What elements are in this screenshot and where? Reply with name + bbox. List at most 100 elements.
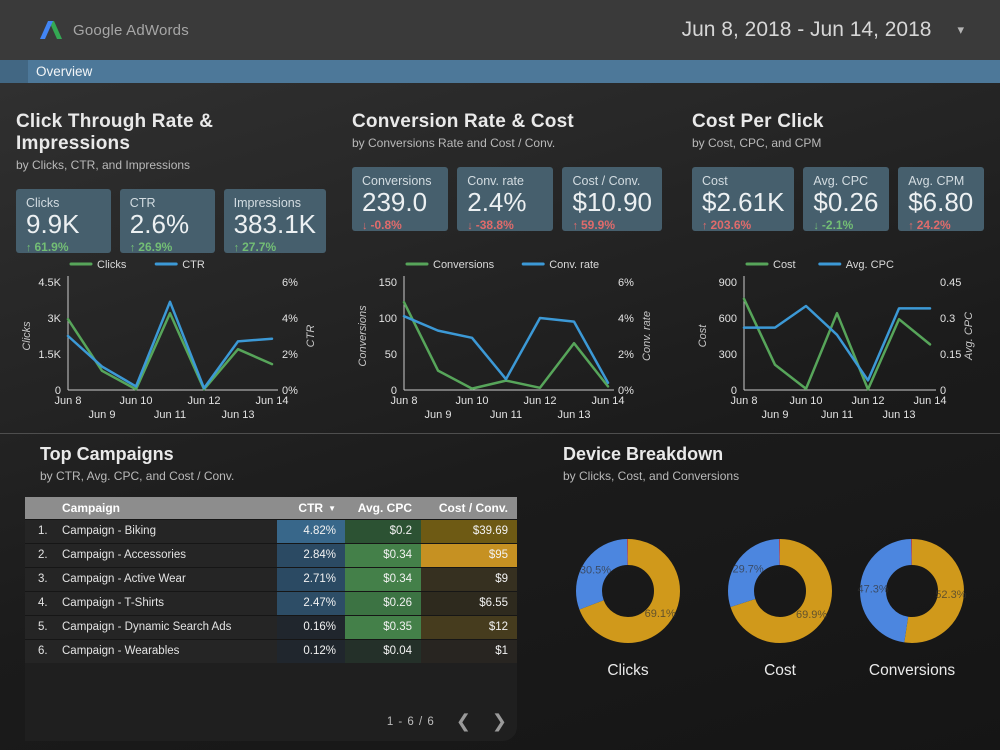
ctr-cell: 0.16%	[277, 616, 345, 639]
donut-svg: 52.3% 47.3%	[857, 539, 967, 643]
scorecard-value: 239.0	[362, 187, 428, 217]
svg-text:Jun 14: Jun 14	[591, 395, 624, 407]
cpc-cell: $0.2	[345, 520, 421, 543]
scorecard-label: Clicks	[26, 196, 60, 210]
date-range-picker[interactable]: Jun 8, 2018 - Jun 14, 2018 ▾	[682, 18, 964, 42]
scorecard-label: Avg. CPM	[908, 174, 965, 188]
table-row[interactable]: 3. Campaign - Active Wear 2.71% $0.34 $9	[25, 567, 517, 591]
svg-text:Jun 11: Jun 11	[821, 409, 853, 421]
campaign-column-header[interactable]: Campaign	[62, 500, 121, 515]
scorecard-value: 2.4%	[467, 187, 527, 217]
campaign-name-cell: Campaign - Accessories	[61, 544, 277, 567]
scorecard-value: $0.26	[813, 187, 879, 217]
scorecard-impressions: Impressions 383.1K ↑ 27.7%	[223, 189, 326, 254]
table-row[interactable]: 1. Campaign - Biking 4.82% $0.2 $39.69	[25, 519, 517, 543]
section-ctr-impressions: Click Through Rate & Impressions by Clic…	[16, 111, 326, 254]
date-range-label: Jun 8, 2018 - Jun 14, 2018	[681, 18, 932, 41]
svg-text:0%: 0%	[282, 385, 298, 397]
conversions-donut-chart: 52.3% 47.3% Conversions	[854, 533, 970, 680]
svg-text:Jun 10: Jun 10	[789, 395, 822, 407]
table-row[interactable]: 2. Campaign - Accessories 2.84% $0.34 $95	[25, 543, 517, 567]
svg-text:Conversions: Conversions	[357, 305, 369, 367]
scorecard-conversions: Conversions 239.0 ↓ -0.8%	[352, 167, 449, 232]
scorecard-value: $10.90	[572, 187, 652, 217]
table-row[interactable]: 6. Campaign - Wearables 0.12% $0.04 $1	[25, 639, 517, 663]
arrow-up-icon: ↑	[572, 220, 578, 232]
svg-text:4.5K: 4.5K	[38, 277, 61, 289]
svg-text:CTR: CTR	[182, 259, 205, 271]
svg-text:150: 150	[379, 277, 397, 289]
scorecard-delta: ↑ 24.2%	[908, 218, 951, 232]
cost-cpc-line-chart: Cost Avg. CPC 0 300 600 900 0 0.15 0.3 0.45 Jun 8 J…	[692, 252, 984, 427]
scorecard-row: Cost $2.61K ↑ 203.6% Avg. CPC $0.26 ↓ -2.1…	[692, 167, 984, 232]
svg-text:0%: 0%	[618, 385, 634, 397]
svg-text:Jun 13: Jun 13	[557, 409, 590, 421]
table-row[interactable]: 5. Campaign - Dynamic Search Ads 0.16% $0.3…	[25, 615, 517, 639]
cost-conv-cell: $9	[421, 568, 517, 591]
cost-conv-cell: $39.69	[421, 520, 517, 543]
chevron-left-icon[interactable]: ❮	[455, 711, 471, 732]
chevron-right-icon[interactable]: ❯	[491, 711, 507, 732]
scorecard-delta: ↑ 61.9%	[26, 240, 69, 254]
svg-text:Jun 12: Jun 12	[851, 395, 884, 407]
section-title: Click Through Rate & Impressions	[16, 111, 214, 154]
scorecard-row: Clicks 9.9K ↑ 61.9% CTR 2.6% ↑ 26.9% Impre…	[16, 189, 326, 254]
row-rank: 4.	[25, 592, 61, 615]
scorecard-delta: ↑ 59.9%	[572, 218, 615, 232]
svg-text:Jun 13: Jun 13	[882, 409, 915, 421]
cost-conv-cell: $1	[421, 640, 517, 663]
svg-text:Jun 12: Jun 12	[523, 395, 556, 407]
svg-text:Jun 10: Jun 10	[455, 395, 488, 407]
donut-title: Clicks	[607, 662, 649, 679]
scorecard-label: CTR	[129, 196, 156, 210]
svg-text:6%: 6%	[618, 277, 634, 289]
cost-conv-column-header[interactable]: Cost / Conv.	[438, 500, 508, 515]
cpc-cell: $0.04	[345, 640, 421, 663]
scorecard-delta: ↓ -2.1%	[813, 218, 854, 232]
ctr-cell: 2.71%	[277, 568, 345, 591]
svg-text:Clicks: Clicks	[21, 321, 33, 351]
svg-text:0.15: 0.15	[940, 349, 961, 361]
scorecard-delta: ↓ -0.8%	[362, 218, 402, 232]
campaign-name-cell: Campaign - T-Shirts	[61, 592, 277, 615]
svg-text:6%: 6%	[282, 277, 298, 289]
table-row[interactable]: 4. Campaign - T-Shirts 2.47% $0.26 $6.55	[25, 591, 517, 615]
chevron-down-icon: ▾	[957, 22, 964, 37]
ctr-column-header[interactable]: CTR ▼	[298, 500, 336, 515]
arrow-up-icon: ↑	[129, 242, 136, 254]
svg-text:Jun 13: Jun 13	[221, 409, 254, 421]
svg-text:900: 900	[719, 277, 737, 289]
svg-text:2%: 2%	[618, 349, 634, 361]
svg-text:69.1%: 69.1%	[645, 608, 676, 620]
scorecard-delta: ↓ -38.8%	[467, 218, 514, 232]
svg-text:600: 600	[719, 313, 737, 325]
scorecard-clicks: Clicks 9.9K ↑ 61.9%	[16, 189, 111, 254]
svg-text:Conversions: Conversions	[433, 259, 495, 271]
scorecard-label: Conversions	[362, 174, 432, 188]
scorecard-label: Conv. rate	[467, 174, 524, 188]
svg-text:29.7%: 29.7%	[732, 564, 763, 576]
svg-text:300: 300	[719, 349, 737, 361]
donut-svg: 69.1% 30.5%	[576, 539, 680, 643]
conversions-rate-line-chart: Conversions Conv. rate 0 50 100 150 0% 2% 4% 6% Ju…	[352, 252, 662, 427]
cpc-column-header[interactable]: Avg. CPC	[357, 500, 412, 515]
scorecard-avg-cpc: Avg. CPC $0.26 ↓ -2.1%	[803, 167, 890, 232]
svg-text:Avg. CPC: Avg. CPC	[963, 312, 975, 361]
tab-overview[interactable]: Overview	[36, 64, 93, 79]
svg-text:100: 100	[379, 313, 397, 325]
svg-text:1.5K: 1.5K	[38, 349, 61, 361]
section-title: Cost Per Click	[692, 111, 824, 132]
clicks-donut-chart: 69.1% 30.5% Clicks	[570, 533, 686, 680]
arrow-up-icon: ↑	[702, 220, 708, 232]
svg-text:0.3: 0.3	[940, 313, 955, 325]
svg-text:Jun 8: Jun 8	[731, 395, 758, 407]
cost-donut-chart: 69.9% 29.7% Cost	[722, 533, 838, 680]
ctr-cell: 2.47%	[277, 592, 345, 615]
arrow-up-icon: ↑	[26, 242, 32, 254]
adwords-logo: Google AdWords	[38, 19, 189, 41]
svg-text:0: 0	[55, 385, 61, 397]
cpc-cell: $0.34	[345, 544, 421, 567]
svg-text:Jun 14: Jun 14	[255, 395, 288, 407]
section-conversion-cost: Conversion Rate & Cost by Conversions Ra…	[352, 111, 662, 232]
table-pagination: 1 - 6 / 6 ❮ ❯	[387, 711, 507, 732]
